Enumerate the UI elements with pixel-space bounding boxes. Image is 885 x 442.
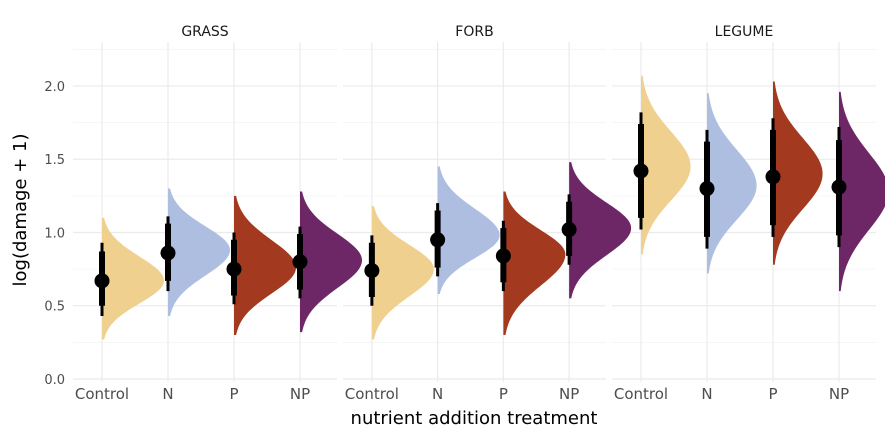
x-tick-label: N [162,385,173,403]
y-tick-label: 2.0 [44,80,65,95]
density-control [102,217,164,340]
y-tick-label: 0.0 [44,373,65,388]
density-p [773,81,823,265]
y-tick-label: 0.5 [44,300,65,315]
median-point [699,181,715,197]
x-tick-label: NP [559,385,579,403]
median-point [94,273,110,289]
median-point [765,169,781,185]
median-point [364,263,380,279]
panel-strip-label: GRASS [181,24,228,40]
x-tick-label: N [701,385,712,403]
density-p [503,191,566,336]
x-tick-label: P [229,385,238,403]
median-point [831,179,847,195]
x-tick-label: Control [614,385,668,403]
density-np [839,91,885,292]
median-point [561,222,577,238]
density-p [234,195,296,336]
density-n [707,93,757,274]
density-control [371,206,434,340]
median-point [160,245,176,261]
median-point [633,163,649,179]
y-axis-title: log(damage + 1) [10,134,31,287]
median-point [430,232,446,248]
density-control [641,75,691,255]
median-point [226,261,242,277]
y-tick-label: 1.0 [44,226,65,241]
density-n [437,166,500,295]
x-tick-label: NP [290,385,310,403]
density-np [569,162,632,299]
y-axis: 0.0 0.5 1.0 1.5 2.0 [44,80,65,388]
median-point [495,248,511,264]
x-tick-label: N [432,385,443,403]
panel-strip-label: FORB [455,24,493,40]
panel-strip-label: LEGUME [715,24,774,40]
density-np [300,191,362,333]
x-tick-label: NP [829,385,849,403]
median-point [292,254,308,270]
x-tick-label: Control [75,385,129,403]
x-axis-title: nutrient addition treatment [351,408,598,429]
y-tick-label: 1.5 [44,153,65,168]
x-tick-label: P [768,385,777,403]
x-tick-label: Control [345,385,399,403]
density-n [168,188,230,316]
x-tick-label: P [499,385,508,403]
